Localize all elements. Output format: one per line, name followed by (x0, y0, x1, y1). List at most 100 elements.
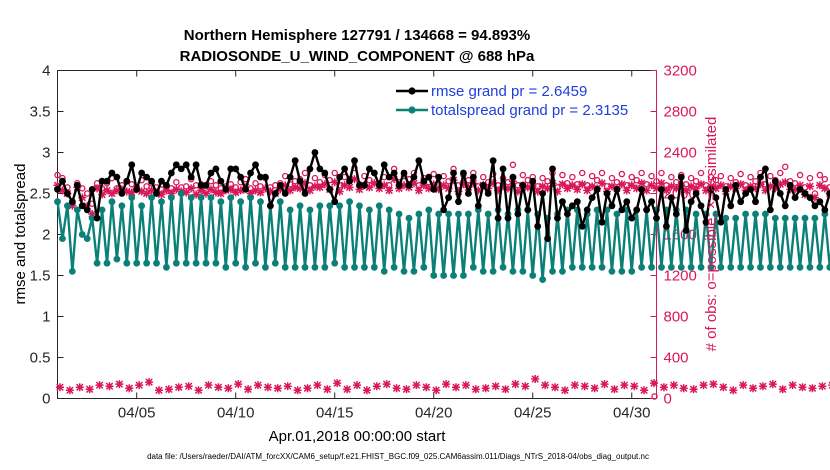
rmse-point (286, 173, 294, 181)
totalspread-point (638, 263, 646, 271)
totalspread-point (732, 214, 740, 222)
obs-assimilated-point (553, 187, 562, 196)
rmse-point (276, 181, 284, 189)
obs-assimilated-point (419, 181, 428, 190)
obs-assimilated-point (147, 186, 156, 195)
obs-assimilated-point (167, 189, 176, 198)
obs-low-assimilated-point (471, 385, 480, 394)
rmse-point (425, 173, 433, 181)
obs-low-assimilated-point (303, 384, 312, 393)
rmse-point (578, 222, 586, 230)
obs-possible-point (658, 169, 665, 177)
rmse-point (316, 165, 324, 173)
rmse-point (123, 177, 131, 185)
totalspread-point (791, 214, 799, 222)
obs-possible-point (648, 172, 655, 180)
rmse-point (816, 198, 824, 206)
rmse-point (365, 165, 373, 173)
obs-assimilated-point (756, 180, 765, 189)
obs-assimilated-point (162, 186, 171, 195)
totalspread-point (98, 206, 106, 214)
totalspread-point (356, 202, 363, 210)
rmse-point (563, 210, 571, 218)
totalspread-point (539, 276, 547, 283)
obs-low-assimilated-point (422, 383, 431, 392)
totalspread-point (484, 210, 492, 218)
y-left-tick-label: 0 (42, 391, 50, 408)
obs-assimilated-point (805, 182, 814, 191)
totalspread-point (618, 268, 626, 275)
obs-assimilated-point (429, 180, 438, 189)
obs-possible-point (781, 163, 789, 171)
obs-possible-point (54, 171, 61, 179)
totalspread-point (568, 263, 576, 271)
obs-possible-point (252, 179, 259, 187)
obs-assimilated-point (296, 184, 305, 193)
obs-assimilated-point (58, 186, 67, 195)
obs-assimilated-point (761, 186, 770, 195)
rmse-point (514, 210, 522, 218)
rmse-point (341, 165, 349, 173)
obs-low-assimilated-point (214, 383, 223, 392)
obs-assimilated-point (122, 187, 131, 196)
totalspread-point (172, 259, 180, 267)
obs-low-assimilated-point (778, 385, 787, 394)
obs-assimilated-point (345, 183, 354, 192)
obs-assimilated-point (197, 186, 206, 195)
obs-low-assimilated-point (323, 385, 332, 394)
totalspread-point (222, 263, 230, 271)
rmse-point (618, 206, 626, 214)
rmse-point (450, 169, 457, 177)
rmse-point (93, 214, 101, 222)
obs-low-assimilated-point (511, 380, 520, 389)
y-right-tick-label: 2400 (664, 145, 697, 162)
rmse-point (118, 190, 126, 197)
obs-assimilated-point (88, 210, 97, 218)
totalspread-point (351, 263, 358, 271)
obs-low-assimilated-point (194, 386, 203, 395)
rmse-point (633, 206, 641, 214)
totalspread-point (578, 263, 586, 271)
obs-low-assimilated-point (313, 381, 322, 390)
totalspread-point (806, 263, 814, 271)
rmse-point (361, 181, 368, 189)
obs-low-assimilated-point (432, 386, 441, 395)
y-left-tick-label: 1 (42, 309, 50, 326)
legend-rmse-marker (408, 87, 416, 95)
totalspread-point (667, 263, 675, 271)
obs-assimilated-point (301, 179, 310, 188)
y-left-tick-label: 1.5 (30, 268, 51, 285)
obs-possible-point (712, 176, 720, 184)
totalspread-point (742, 210, 750, 218)
rmse-point (232, 165, 240, 173)
y-left-axis-ticks: 0 0.5 1 1.5 2 2.5 3 3.5 4 (30, 63, 64, 408)
obs-assimilated-point (711, 184, 720, 193)
rmse-point (489, 157, 497, 165)
totalspread-point (331, 259, 339, 267)
obs-possible-point (588, 172, 596, 180)
obs-assimilated-point (103, 186, 112, 195)
rmse-point (613, 186, 621, 193)
obs-possible-point (331, 169, 338, 177)
obs-possible-point (311, 174, 319, 182)
obs-assimilated-point (766, 182, 775, 191)
rmse-point (811, 202, 819, 210)
totalspread-point (519, 268, 527, 275)
obs-assimilated-point (400, 181, 409, 190)
obs-possible-point (777, 169, 784, 177)
totalspread-point (103, 259, 111, 267)
obs-possible-point (697, 169, 705, 177)
obs-possible-point (618, 170, 626, 178)
obs-low-assimilated-point (293, 386, 302, 395)
obs-assimilated-point (98, 190, 107, 199)
totalspread-point (247, 194, 254, 202)
totalspread-point (138, 202, 146, 210)
obs-assimilated-point (494, 186, 503, 195)
totalspread-point (796, 263, 804, 271)
rmse-point (568, 202, 576, 210)
rmse-point (672, 210, 680, 218)
rmse-point (182, 161, 190, 169)
rmse-point (346, 177, 353, 185)
obs-assimilated-point (380, 181, 389, 190)
obs-possible-point (727, 174, 735, 182)
